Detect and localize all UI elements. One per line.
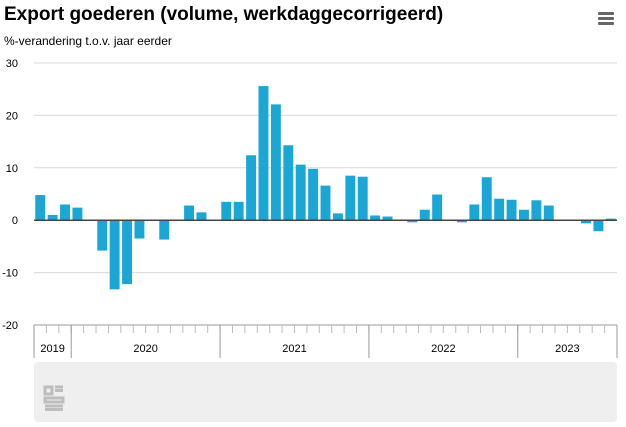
bar[interactable] [246,155,257,221]
x-year-label: 2023 [555,343,579,355]
bar[interactable] [519,209,529,221]
bar[interactable] [469,204,480,221]
x-year-label: 2021 [282,343,306,355]
bar[interactable] [97,220,108,251]
bar[interactable] [308,168,319,221]
bar[interactable] [494,198,505,221]
x-year-label: 2020 [133,343,157,355]
bar[interactable] [419,209,430,221]
bar[interactable] [382,216,393,221]
bar[interactable] [506,199,517,221]
bar[interactable] [109,220,120,290]
bar[interactable] [258,86,269,221]
bar[interactable] [581,220,591,224]
bar[interactable] [60,204,70,221]
bar[interactable] [345,175,356,221]
bar[interactable] [481,177,492,221]
chart-subtitle: %-verandering t.o.v. jaar eerder [4,34,172,48]
bar[interactable] [196,212,207,221]
bar[interactable] [543,205,554,221]
bar[interactable] [184,205,195,221]
bar-chart: -20 -10 0 10 20 30 2019 2020 2021 2022 2023 [2,58,618,358]
bar[interactable] [134,220,145,239]
chart-title: Export goederen (volume, werkdaggecorrig… [4,4,444,25]
y-tick-label: -10 [2,268,18,280]
bar[interactable] [432,194,443,221]
y-tick-label: 20 [6,110,18,122]
y-tick-label: -20 [2,320,18,332]
bar[interactable] [72,207,83,221]
x-year-label: 2022 [431,343,455,355]
hamburger-menu-icon[interactable] [596,10,616,28]
x-axis: 2019 2020 2021 2022 2023 [33,324,618,358]
bar[interactable] [122,220,132,285]
bar-series [34,86,617,290]
bar[interactable] [320,185,331,221]
bar[interactable] [295,164,306,221]
bar[interactable] [531,200,542,221]
bar[interactable] [357,176,368,221]
bar[interactable] [47,214,58,221]
bar[interactable] [159,220,170,240]
bar[interactable] [456,220,467,223]
cbs-logo-icon [43,385,65,411]
x-year-label: 2019 [40,343,64,355]
bar[interactable] [221,201,232,221]
bar[interactable] [593,220,604,232]
y-tick-label: 30 [6,58,18,70]
bar[interactable] [270,104,281,221]
y-tick-label: 0 [12,215,18,227]
bar[interactable] [35,195,46,221]
bar[interactable] [605,218,616,221]
bar[interactable] [407,220,418,223]
bar[interactable] [233,201,244,221]
bar[interactable] [283,145,294,221]
chart-navigator[interactable] [34,362,617,422]
bar[interactable] [332,213,343,221]
y-axis-ticks: -20 -10 0 10 20 30 [2,58,18,332]
bar[interactable] [370,215,381,221]
y-tick-label: 10 [6,163,18,175]
